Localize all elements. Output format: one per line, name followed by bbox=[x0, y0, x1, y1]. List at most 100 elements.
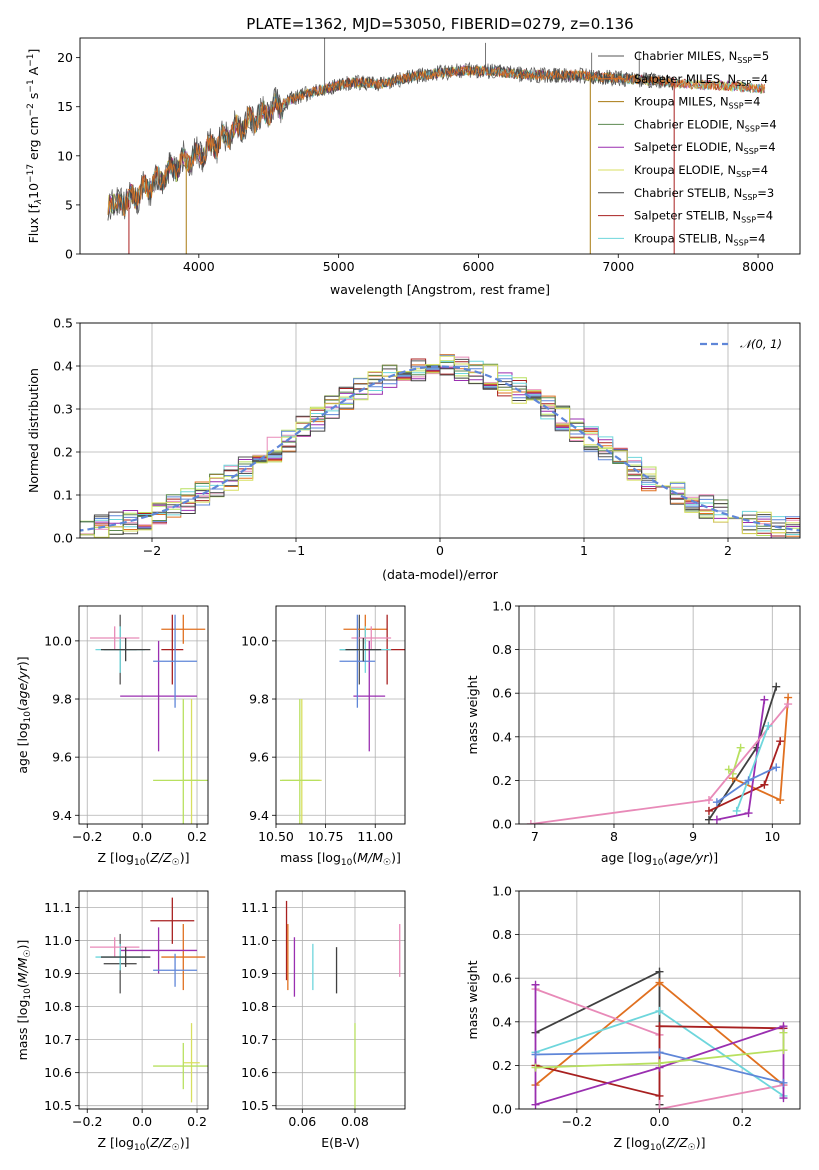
y-tick-label: 10.0 bbox=[241, 633, 269, 648]
weight-marker bbox=[704, 815, 713, 824]
y-tick-label: 11.1 bbox=[241, 900, 269, 915]
weight-marker bbox=[655, 1022, 664, 1031]
y-axis-label: Normed distribution bbox=[26, 368, 41, 493]
axes-frame bbox=[78, 890, 209, 1110]
x-tick-label: −1 bbox=[287, 543, 305, 558]
y-tick-label: 11.0 bbox=[241, 933, 269, 948]
y-tick-label: 10.6 bbox=[44, 1065, 72, 1080]
axes-mass-vs-Z: −0.2 0.0 0.2 10.5 10.6 10.7 10.8 10.9 11.0 11.1 Z … bbox=[15, 890, 209, 1153]
x-tick-label: 10.75 bbox=[308, 829, 344, 844]
y-tick-label: 15 bbox=[57, 99, 73, 114]
weight-line bbox=[535, 970, 661, 1105]
weight-marker bbox=[779, 1094, 788, 1103]
weight-marker bbox=[655, 967, 664, 976]
axes-weight-vs-age: 7 8 9 10 0.0 0.2 0.4 0.6 0.8 1.0 age [log10(age/yr… bbox=[465, 599, 801, 868]
x-tick-label: 0.0 bbox=[132, 1114, 152, 1129]
weight-marker bbox=[776, 796, 785, 805]
x-axis-label: (data-model)/error bbox=[382, 567, 499, 582]
weight-marker bbox=[760, 780, 769, 789]
axes-frame bbox=[275, 890, 406, 1110]
weight-marker bbox=[772, 682, 781, 691]
y-tick-label: 1.0 bbox=[492, 599, 512, 614]
plot-area bbox=[526, 682, 793, 824]
weight-line bbox=[535, 1032, 785, 1069]
weight-marker bbox=[724, 765, 733, 774]
x-axis-label: Z [log10(Z/Z☉)] bbox=[98, 1135, 190, 1153]
axes-mass-vs-ebv: 0.06 0.08 10.5 10.6 10.7 10.8 10.9 11.0 11.1 E(B-… bbox=[241, 890, 406, 1150]
y-tick-label: 0.8 bbox=[492, 642, 512, 657]
x-tick-label: 0.0 bbox=[650, 1114, 670, 1129]
y-tick-label: 10 bbox=[57, 148, 73, 163]
legend-label: Salpeter MILES, NSSP=4 bbox=[634, 72, 768, 88]
y-tick-label: 0.3 bbox=[53, 402, 73, 417]
gaussian-reference bbox=[80, 365, 800, 532]
x-tick-label: 10.50 bbox=[258, 829, 294, 844]
x-tick-label: 9 bbox=[689, 829, 697, 844]
weight-marker bbox=[772, 763, 781, 772]
y-axis-label: Flux [fλ10−17 erg cm−2 s−1 A−1] bbox=[26, 49, 44, 244]
axes-frame bbox=[275, 605, 406, 825]
spectrum-line bbox=[107, 61, 675, 221]
y-tick-label: 10.7 bbox=[44, 1032, 72, 1047]
y-tick-label: 9.4 bbox=[249, 808, 269, 823]
weight-marker bbox=[531, 1050, 540, 1059]
x-tick-label: 7000 bbox=[602, 259, 634, 274]
x-tick-label: 0.2 bbox=[187, 1114, 207, 1129]
plot-area bbox=[89, 897, 208, 1103]
y-tick-label: 10.9 bbox=[241, 966, 269, 981]
y-tick-label: 0.2 bbox=[53, 445, 73, 460]
figure-title: PLATE=1362, MJD=53050, FIBERID=0279, z=0… bbox=[246, 15, 633, 33]
x-tick-label: −0.2 bbox=[562, 1114, 592, 1129]
weight-marker bbox=[764, 721, 773, 730]
legend-label: Kroupa MILES, NSSP=4 bbox=[634, 95, 760, 111]
x-axis-label: mass [log10(M/M☉)] bbox=[280, 850, 401, 868]
x-tick-label: 0.2 bbox=[187, 829, 207, 844]
histogram-series bbox=[80, 355, 800, 538]
weight-marker bbox=[704, 806, 713, 815]
y-tick-label: 9.8 bbox=[52, 692, 72, 707]
weight-marker bbox=[655, 1105, 664, 1109]
weight-marker bbox=[779, 1078, 788, 1087]
y-tick-label: 0.6 bbox=[492, 971, 512, 986]
y-tick-label: 10.7 bbox=[241, 1032, 269, 1047]
weight-marker bbox=[736, 743, 745, 752]
y-tick-label: 10.9 bbox=[44, 966, 72, 981]
legend-label: 𝒩(0, 1) bbox=[740, 337, 782, 351]
y-tick-label: 0.2 bbox=[492, 1058, 512, 1073]
weight-marker bbox=[779, 1028, 788, 1037]
weight-marker bbox=[712, 815, 721, 824]
weight-marker bbox=[732, 806, 741, 815]
x-tick-label: 5000 bbox=[323, 259, 355, 274]
y-tick-label: 0.0 bbox=[492, 817, 512, 832]
y-tick-label: 10.6 bbox=[241, 1065, 269, 1080]
legend-label: Salpeter ELODIE, NSSP=4 bbox=[634, 140, 776, 156]
y-tick-label: 10.0 bbox=[44, 633, 72, 648]
y-tick-label: 0.4 bbox=[53, 359, 73, 374]
y-tick-label: 0.5 bbox=[53, 316, 73, 331]
weight-marker bbox=[526, 820, 535, 824]
x-tick-label: 7 bbox=[531, 829, 539, 844]
x-tick-label: 6000 bbox=[463, 259, 495, 274]
y-tick-label: 0.8 bbox=[492, 927, 512, 942]
y-tick-label: 20 bbox=[57, 50, 73, 65]
x-tick-label: 1 bbox=[580, 543, 588, 558]
x-tick-label: 8000 bbox=[742, 259, 774, 274]
legend-label: Chabrier STELIB, NSSP=3 bbox=[634, 186, 774, 202]
legend-label: Kroupa ELODIE, NSSP=4 bbox=[634, 163, 768, 179]
axes-weight-vs-Z: −0.2 0.0 0.2 0.0 0.2 0.4 0.6 0.8 1.0 Z [log10(Z/Z… bbox=[465, 884, 801, 1153]
y-tick-label: 9.6 bbox=[249, 750, 269, 765]
plot-area bbox=[89, 614, 208, 824]
y-tick-label: 0.1 bbox=[53, 488, 73, 503]
x-tick-label: 0 bbox=[436, 543, 444, 558]
weight-marker bbox=[760, 695, 769, 704]
y-tick-label: 0.0 bbox=[53, 531, 73, 546]
y-tick-label: 5 bbox=[65, 197, 73, 212]
y-tick-label: 10.5 bbox=[44, 1098, 72, 1113]
x-axis-label: E(B-V) bbox=[321, 1135, 360, 1150]
plot-area bbox=[80, 354, 800, 538]
weight-marker bbox=[779, 1046, 788, 1055]
axes-spectrum: 4000 5000 6000 7000 8000 0 5 10 15 20 wavelength [… bbox=[26, 37, 801, 297]
plot-area bbox=[279, 614, 405, 824]
y-tick-label: 9.6 bbox=[52, 750, 72, 765]
